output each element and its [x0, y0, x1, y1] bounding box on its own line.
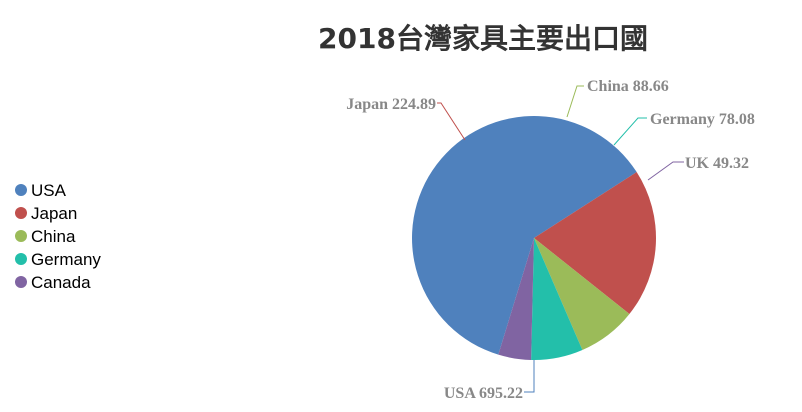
pie-slice-uk — [498, 238, 534, 360]
data-labels: USA 695.22 Japan 224.89 China 88.66 Germany… — [346, 78, 755, 402]
pie-slice-china — [534, 238, 630, 350]
pie-slice-germany — [531, 238, 583, 360]
legend-label-japan: Japan — [31, 204, 77, 223]
leader-line-japan — [437, 102, 466, 141]
legend-marker-germany — [15, 253, 27, 265]
leader-line-usa — [524, 360, 535, 393]
data-label-china: China 88.66 — [587, 78, 669, 95]
data-label-uk: UK 49.32 — [685, 155, 749, 172]
legend-marker-usa — [15, 184, 27, 196]
legend-marker-china — [15, 230, 27, 242]
legend-label-usa: USA — [31, 181, 67, 200]
data-label-germany: Germany 78.08 — [650, 111, 755, 128]
legend: USA Japan China Germany Canada — [15, 181, 101, 292]
legend-marker-japan — [15, 207, 27, 219]
legend-label-canada: Canada — [31, 273, 91, 292]
leader-line-china — [566, 85, 584, 118]
legend-label-germany: Germany — [31, 250, 101, 269]
pie-slice-japan — [534, 172, 656, 315]
leader-line-uk — [647, 161, 684, 181]
data-label-usa: USA 695.22 — [444, 385, 523, 402]
leader-lines — [437, 85, 684, 393]
legend-marker-canada — [15, 276, 27, 288]
leader-line-germany — [613, 117, 647, 146]
chart-title: 2018台灣家具主要出口國 — [318, 22, 648, 55]
pie-slices — [412, 116, 656, 360]
legend-label-china: China — [31, 227, 76, 246]
data-label-japan: Japan 224.89 — [346, 96, 436, 113]
pie-slice-usa — [412, 116, 637, 355]
